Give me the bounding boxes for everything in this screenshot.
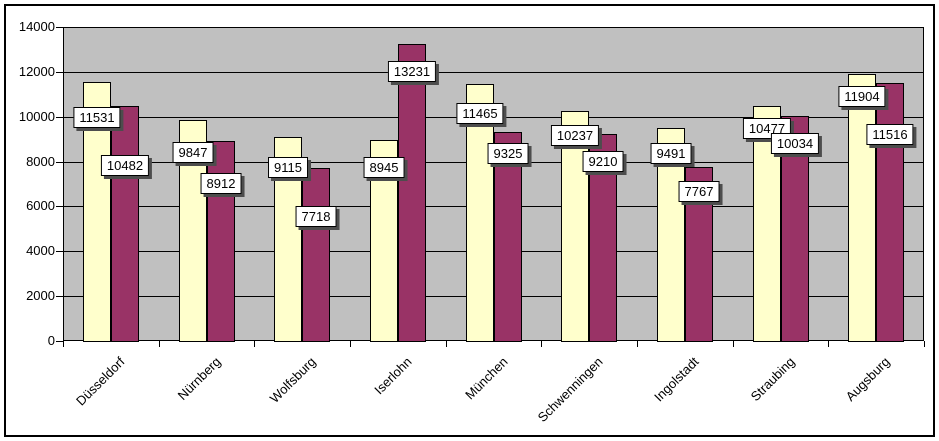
data-label-series1-0: 11531 (73, 107, 121, 128)
y-axis-tick-8000 (56, 162, 63, 163)
y-axis-label-8000: 8000 (26, 153, 55, 169)
data-label-series2-6: 7767 (678, 181, 720, 202)
x-axis-tick-0 (63, 341, 64, 347)
y-axis-tick-12000 (56, 72, 63, 73)
y-axis-label-2000: 2000 (26, 288, 55, 304)
x-axis-tick-7 (733, 341, 734, 347)
data-label-series2-0: 10482 (100, 155, 150, 176)
x-axis-tick-2 (254, 341, 255, 347)
x-axis-tick-9 (924, 341, 925, 347)
bar-series2-2 (302, 168, 330, 342)
y-axis-label-12000: 12000 (18, 63, 55, 79)
y-axis-label-0: 0 (47, 333, 55, 348)
y-axis-tick-14000 (56, 27, 63, 28)
bar-series2-1 (207, 141, 235, 342)
bar-series2-4 (494, 132, 522, 342)
data-label-series1-2: 9115 (268, 157, 308, 178)
x-axis-tick-4 (446, 341, 447, 347)
data-label-series1-3: 8945 (363, 157, 405, 178)
data-label-series2-5: 9210 (582, 151, 624, 172)
bar-series2-0 (111, 106, 139, 342)
data-label-series1-1: 9847 (172, 142, 214, 163)
x-axis-tick-3 (350, 341, 351, 347)
data-label-series2-3: 13231 (387, 61, 437, 82)
data-label-series2-7: 10034 (770, 133, 820, 154)
y-axis-label-6000: 6000 (26, 198, 55, 214)
data-label-series2-1: 8912 (200, 173, 242, 194)
x-axis-tick-6 (637, 341, 638, 347)
bar-series2-3 (398, 44, 426, 342)
y-axis-label-4000: 4000 (26, 243, 55, 259)
y-axis-tick-2000 (56, 296, 63, 297)
data-label-series1-6: 9491 (650, 143, 692, 164)
y-axis-label-14000: 14000 (18, 19, 55, 34)
data-label-series1-8: 11904 (838, 86, 886, 107)
data-label-series2-2: 7718 (295, 206, 337, 227)
data-label-series1-4: 11465 (456, 103, 504, 124)
data-label-series2-8: 11516 (866, 124, 914, 145)
x-axis-tick-1 (159, 341, 160, 347)
y-axis-tick-4000 (56, 251, 63, 252)
bar-series1-8 (848, 74, 876, 342)
data-label-series2-4: 9325 (487, 143, 529, 164)
x-axis-tick-8 (828, 341, 829, 347)
bar-series1-4 (466, 84, 494, 342)
y-axis-tick-0 (56, 341, 63, 342)
bar-series1-5 (561, 111, 589, 342)
y-axis-tick-6000 (56, 206, 63, 207)
y-axis-tick-10000 (56, 117, 63, 118)
bar-series2-8 (876, 83, 904, 342)
data-label-series1-5: 10237 (550, 125, 600, 146)
y-axis-label-10000: 10000 (18, 108, 55, 124)
gridline-12000 (63, 72, 924, 73)
x-axis-tick-5 (541, 341, 542, 347)
